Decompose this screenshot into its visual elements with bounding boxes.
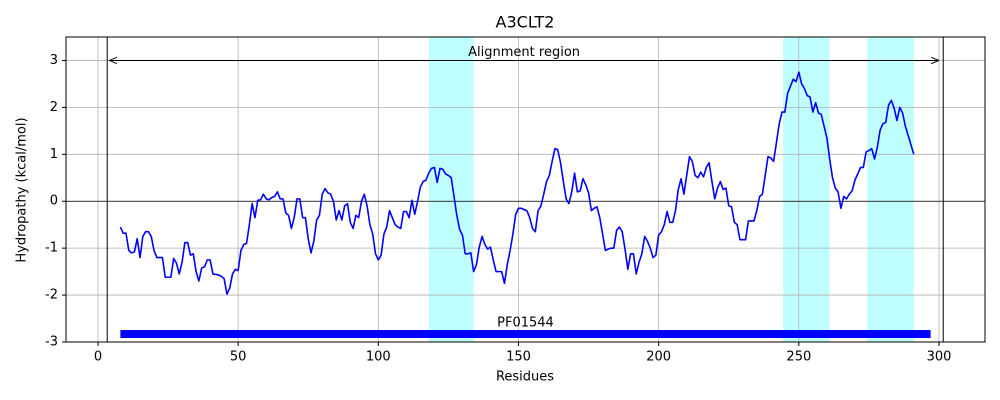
domain-label: PF01544 <box>497 316 554 331</box>
y-tick-label: 0 <box>50 194 58 209</box>
domain-bar <box>120 330 931 339</box>
x-axis-label: Residues <box>496 370 554 385</box>
y-tick-label: 3 <box>50 53 58 68</box>
highlight-region <box>783 37 830 342</box>
x-tick-label: 50 <box>230 350 247 365</box>
y-axis-label: Hydropathy (kcal/mol) <box>15 117 30 262</box>
y-tick-label: 2 <box>50 100 58 115</box>
y-tick-label: -1 <box>45 241 58 256</box>
hydropathy-line <box>119 71 915 295</box>
x-tick-label: 200 <box>646 350 671 365</box>
y-tick-label: -2 <box>45 288 58 303</box>
alignment-label: Alignment region <box>468 45 580 60</box>
y-tick-label: -3 <box>45 335 58 350</box>
x-tick-label: 100 <box>366 350 391 365</box>
chart-title: A3CLT2 <box>496 13 555 32</box>
x-tick-label: 150 <box>506 350 531 365</box>
x-tick-label: 250 <box>786 350 811 365</box>
plot-frame <box>65 36 986 343</box>
y-tick-label: 1 <box>50 147 58 162</box>
highlight-region <box>867 37 914 342</box>
highlight-region <box>428 37 474 342</box>
x-tick-label: 0 <box>94 350 102 365</box>
x-tick-label: 300 <box>927 350 952 365</box>
